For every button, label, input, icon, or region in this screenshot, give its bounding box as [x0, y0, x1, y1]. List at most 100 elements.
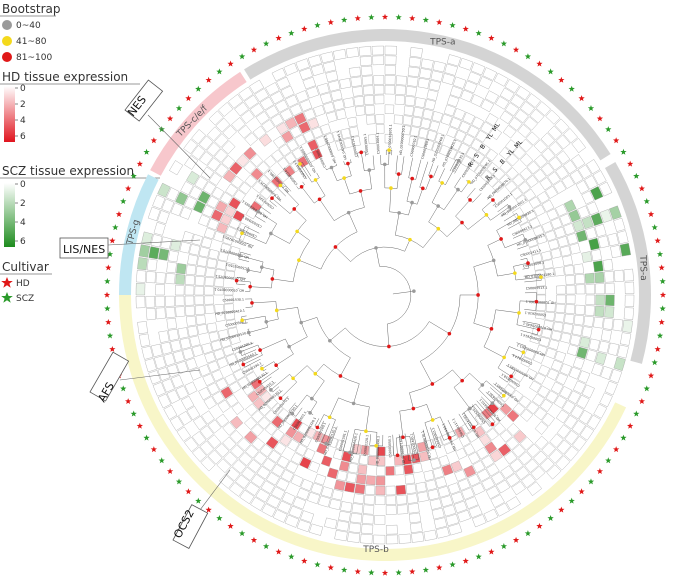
bootstrap-node — [278, 396, 283, 400]
cultivar-star — [175, 105, 183, 111]
bootstrap-node — [250, 301, 254, 305]
heat-cell — [237, 124, 252, 139]
heat-cell — [414, 97, 426, 108]
bootstrap-node — [328, 338, 332, 343]
heat-cell — [208, 172, 223, 186]
cultivar-star — [656, 332, 664, 339]
bootstrap-node — [291, 376, 295, 381]
heat-cell — [191, 129, 206, 145]
branch — [509, 346, 524, 353]
heat-cell — [158, 330, 170, 343]
heat-cell — [581, 326, 593, 338]
heat-cell — [351, 136, 361, 147]
heat-cell — [154, 355, 167, 370]
heat-cell — [540, 398, 553, 412]
heat-cell — [483, 508, 499, 523]
heat-cell — [590, 249, 602, 262]
heat-cell — [170, 202, 184, 217]
cultivar-star — [436, 564, 443, 571]
heat-cell — [609, 369, 623, 384]
cultivar-star — [301, 557, 308, 564]
heat-cell — [517, 124, 532, 138]
branch — [523, 273, 541, 277]
heat-cell — [207, 434, 222, 449]
heat-cell — [245, 444, 259, 459]
heat-cell — [218, 329, 229, 340]
heat-cell — [545, 390, 559, 404]
heat-cell — [510, 187, 523, 200]
branch — [520, 258, 527, 261]
branch — [292, 394, 308, 414]
heat-cell — [277, 408, 290, 421]
heat-cell — [605, 282, 615, 295]
branch — [329, 397, 339, 418]
heat-cell — [497, 443, 512, 457]
heat-cell — [165, 295, 175, 307]
heat-cell — [593, 403, 608, 419]
heat-cell — [346, 472, 357, 484]
heat-cell — [245, 371, 258, 383]
leaf-label: CS0002003.1 — [431, 427, 442, 449]
heat-cell — [430, 457, 441, 470]
cultivar-star — [475, 29, 482, 36]
heat-cell — [229, 430, 244, 444]
heat-cell — [152, 382, 166, 397]
heat-cell — [158, 248, 170, 261]
heat-cell — [335, 139, 346, 151]
cultivar-star — [125, 185, 132, 192]
heat-cell — [583, 315, 594, 327]
heat-cell — [319, 92, 333, 105]
branch — [522, 267, 530, 270]
heat-cell — [222, 436, 237, 451]
heat-cell — [362, 514, 374, 525]
branch — [515, 276, 541, 281]
bootstrap-node — [489, 327, 494, 331]
heat-cell — [186, 315, 197, 327]
heat-cell — [561, 175, 575, 189]
heat-cell — [176, 263, 187, 275]
bootstrap-node — [269, 231, 273, 236]
cultivar-star — [185, 488, 192, 495]
branch — [239, 240, 254, 247]
heat-cell — [207, 449, 223, 465]
cultivar-star — [475, 553, 482, 560]
heat-cell — [151, 343, 163, 358]
heat-cell — [510, 94, 525, 109]
heat-cell — [394, 465, 405, 476]
heat-cell — [572, 219, 585, 233]
heat-cell — [595, 294, 605, 306]
heat-cell — [230, 175, 244, 189]
tissue-column-label: ML — [513, 138, 524, 150]
heat-cell — [216, 357, 229, 369]
heat-cell — [563, 159, 577, 175]
heat-cell — [237, 222, 250, 234]
heat-cell — [395, 484, 407, 495]
bootstrap-node — [327, 415, 332, 420]
heat-cell — [416, 137, 427, 149]
heat-cell — [215, 200, 228, 213]
heat-cell — [523, 116, 538, 131]
cultivar-star — [104, 305, 111, 312]
branch — [241, 349, 257, 356]
clade-label-tps-g: TPS-g — [125, 219, 142, 247]
heat-cell — [485, 148, 499, 162]
heat-cell — [228, 218, 241, 230]
branch — [238, 258, 250, 262]
branch — [492, 203, 496, 206]
heat-cell — [515, 466, 530, 481]
heat-cell — [515, 194, 528, 207]
heat-cell — [176, 360, 189, 374]
branch — [272, 386, 280, 393]
heat-cell — [573, 380, 586, 394]
bootstrap-mid-label: 41~80 — [16, 37, 47, 47]
cultivar-star — [638, 185, 645, 192]
bootstrap-node — [329, 165, 334, 170]
bootstrap-node — [313, 178, 318, 182]
heat-cell — [351, 86, 364, 97]
cultivar-star — [143, 434, 150, 441]
bootstrap-node — [346, 210, 351, 215]
heat-cell — [579, 425, 595, 441]
heat-cell — [545, 185, 558, 199]
heat-cell — [459, 57, 474, 71]
heat-cell — [204, 295, 214, 305]
